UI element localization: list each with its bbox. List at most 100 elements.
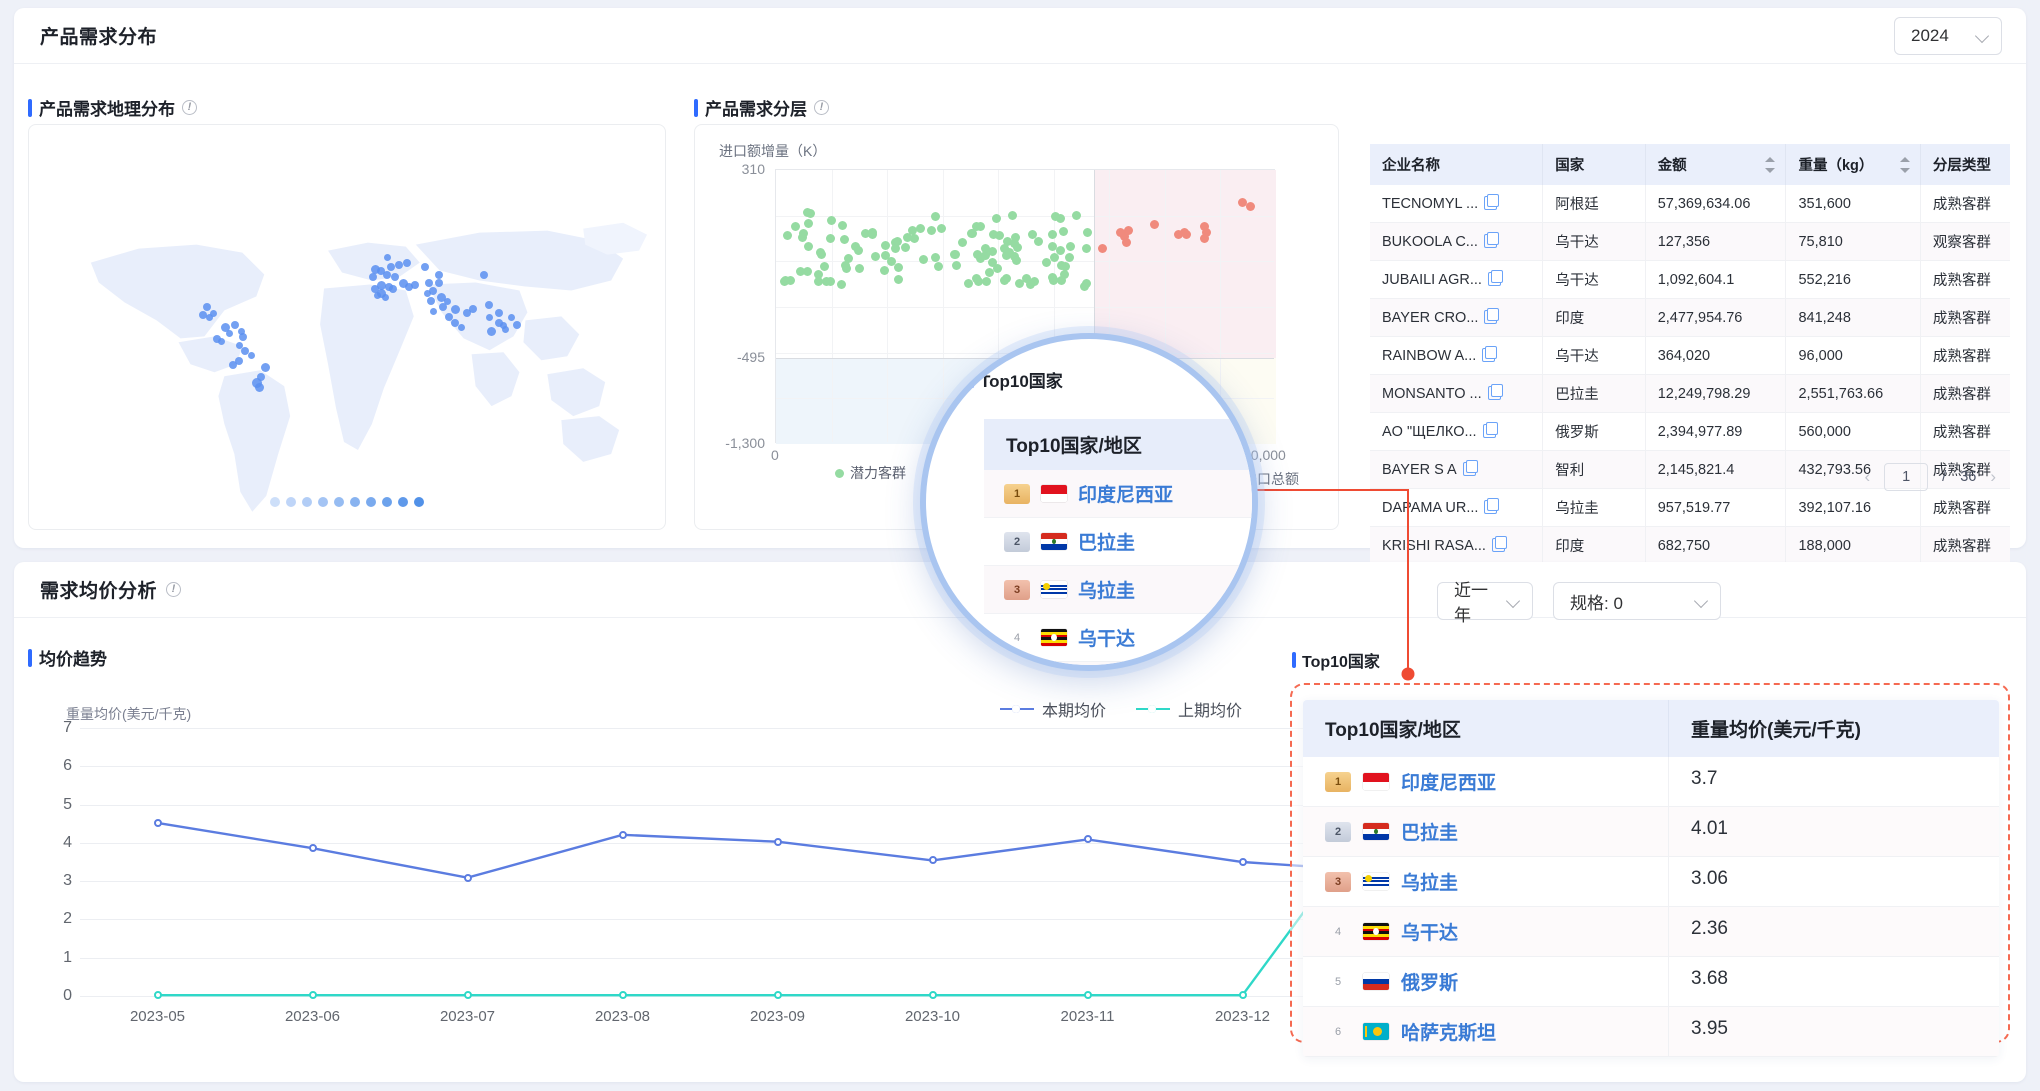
map-marker[interactable] <box>373 291 381 299</box>
line-data-point[interactable] <box>308 991 317 1000</box>
scatter-point-potential[interactable] <box>826 277 836 287</box>
scatter-point-potential[interactable] <box>915 224 925 234</box>
scatter-point-potential[interactable] <box>813 276 823 286</box>
scatter-point-core[interactable] <box>1150 220 1159 229</box>
scatter-point-potential[interactable] <box>855 264 865 274</box>
scatter-point-potential[interactable] <box>975 254 985 264</box>
map-marker[interactable] <box>260 362 270 372</box>
scatter-point-potential[interactable] <box>815 248 825 258</box>
year-select[interactable]: 2024 <box>1894 17 2002 55</box>
map-marker[interactable] <box>213 335 221 343</box>
map-marker[interactable] <box>423 289 431 297</box>
scatter-point-potential[interactable] <box>1059 226 1069 236</box>
magnifier-row[interactable]: 2 巴拉圭 <box>984 518 1252 566</box>
table-pagination[interactable]: ‹ 1 / 36 › <box>1370 455 2010 499</box>
map-marker[interactable] <box>391 273 399 281</box>
map-marker[interactable] <box>376 288 386 298</box>
map-marker[interactable] <box>435 279 443 287</box>
map-marker[interactable] <box>450 304 460 314</box>
scatter-point-potential[interactable] <box>981 250 991 260</box>
scatter-point-potential[interactable] <box>786 275 796 285</box>
scatter-point-potential[interactable] <box>981 277 991 287</box>
scatter-point-potential[interactable] <box>1005 248 1015 258</box>
line-data-point[interactable] <box>928 856 937 865</box>
scatter-point-potential[interactable] <box>1010 239 1020 249</box>
scatter-point-potential[interactable] <box>963 278 973 288</box>
scatter-point-potential[interactable] <box>841 260 851 270</box>
map-marker[interactable] <box>241 347 249 355</box>
scatter-point-core[interactable] <box>1124 226 1133 235</box>
scatter-point-potential[interactable] <box>860 228 870 238</box>
map-marker[interactable] <box>439 303 447 311</box>
scatter-point-potential[interactable] <box>826 216 836 226</box>
table-row[interactable]: MONSANTO ... 巴拉圭 12,249,798.29 2,551,763.66… <box>1370 374 2010 413</box>
scatter-point-potential[interactable] <box>987 246 997 256</box>
map-marker[interactable] <box>457 323 465 331</box>
scatter-point-potential[interactable] <box>918 255 928 265</box>
table-column-header-3[interactable]: 重量（kg） <box>1785 144 1921 185</box>
scatter-point-potential[interactable] <box>1051 212 1061 222</box>
scatter-point-potential[interactable] <box>1025 280 1035 290</box>
table-row[interactable]: RAINBOW A... 乌干达 364,020 96,000 成熟客群 <box>1370 336 2010 375</box>
line-data-point[interactable] <box>463 873 472 882</box>
scatter-point-potential[interactable] <box>881 251 891 261</box>
map-marker[interactable] <box>469 305 477 313</box>
scatter-point-potential[interactable] <box>931 212 941 222</box>
map-marker[interactable] <box>451 319 459 327</box>
scatter-point-core[interactable] <box>1122 238 1131 247</box>
copy-icon[interactable] <box>1491 535 1507 552</box>
scatter-point-potential[interactable] <box>780 276 790 286</box>
scatter-point-core[interactable] <box>1238 198 1247 207</box>
magnifier-country-name[interactable]: 巴拉圭 <box>1078 533 1136 554</box>
map-marker[interactable] <box>376 280 386 290</box>
scatter-point-potential[interactable] <box>984 267 994 277</box>
map-marker[interactable] <box>480 271 488 279</box>
map-marker[interactable] <box>495 309 503 317</box>
table-row[interactable]: AO "ЩЕЛКО... 俄罗斯 2,394,977.89 560,000 成熟客群 <box>1370 412 2010 451</box>
map-marker[interactable] <box>371 285 379 293</box>
callout-row[interactable]: 4 乌干达 2.36 <box>1303 907 1999 957</box>
line-data-point[interactable] <box>773 991 782 1000</box>
map-marker[interactable] <box>229 361 237 369</box>
scatter-point-potential[interactable] <box>926 225 936 235</box>
scatter-point-potential[interactable] <box>868 229 878 239</box>
map-marker[interactable] <box>381 293 389 301</box>
line-legend-item[interactable]: 本期均价 <box>1000 697 1106 721</box>
callout-row[interactable]: 1 印度尼西亚 3.7 <box>1303 757 1999 807</box>
scatter-point-potential[interactable] <box>803 242 813 252</box>
scatter-point-potential[interactable] <box>840 235 850 245</box>
copy-icon[interactable] <box>1487 269 1503 286</box>
scatter-point-potential[interactable] <box>1000 243 1010 253</box>
scatter-point-potential[interactable] <box>791 221 801 231</box>
map-marker[interactable] <box>398 278 408 288</box>
scatter-point-potential[interactable] <box>1028 230 1038 240</box>
scatter-point-potential[interactable] <box>958 238 968 248</box>
scatter-point-potential[interactable] <box>908 226 918 236</box>
map-marker[interactable] <box>499 321 507 329</box>
map-marker[interactable] <box>443 297 451 305</box>
callout-country-cell[interactable]: 1 印度尼西亚 <box>1303 757 1669 806</box>
line-data-point[interactable] <box>1083 835 1092 844</box>
scatter-point-potential[interactable] <box>798 229 808 239</box>
scatter-point-potential[interactable] <box>1057 276 1067 286</box>
line-data-point[interactable] <box>153 991 162 1000</box>
map-marker[interactable] <box>254 382 264 392</box>
scatter-point-potential[interactable] <box>853 245 863 255</box>
map-marker[interactable] <box>507 313 515 321</box>
copy-icon[interactable] <box>1484 307 1500 324</box>
line-data-point[interactable] <box>153 818 162 827</box>
magnifier-row[interactable]: 1 印度尼西亚 <box>984 470 1252 518</box>
info-icon[interactable]: ! <box>182 100 197 115</box>
magnifier-row[interactable]: 4 乌干达 <box>984 614 1252 662</box>
map-marker[interactable] <box>239 333 247 341</box>
line-legend-item[interactable]: 上期均价 <box>1136 697 1242 721</box>
map-marker[interactable] <box>421 263 429 271</box>
scatter-point-potential[interactable] <box>989 229 998 239</box>
map-marker[interactable] <box>411 281 419 289</box>
map-marker[interactable] <box>247 351 255 359</box>
magnifier-country-name[interactable]: 印度尼西亚 <box>1078 485 1174 506</box>
info-icon[interactable]: ! <box>814 100 829 115</box>
scatter-point-potential[interactable] <box>993 263 1002 273</box>
copy-icon[interactable] <box>1484 193 1500 210</box>
